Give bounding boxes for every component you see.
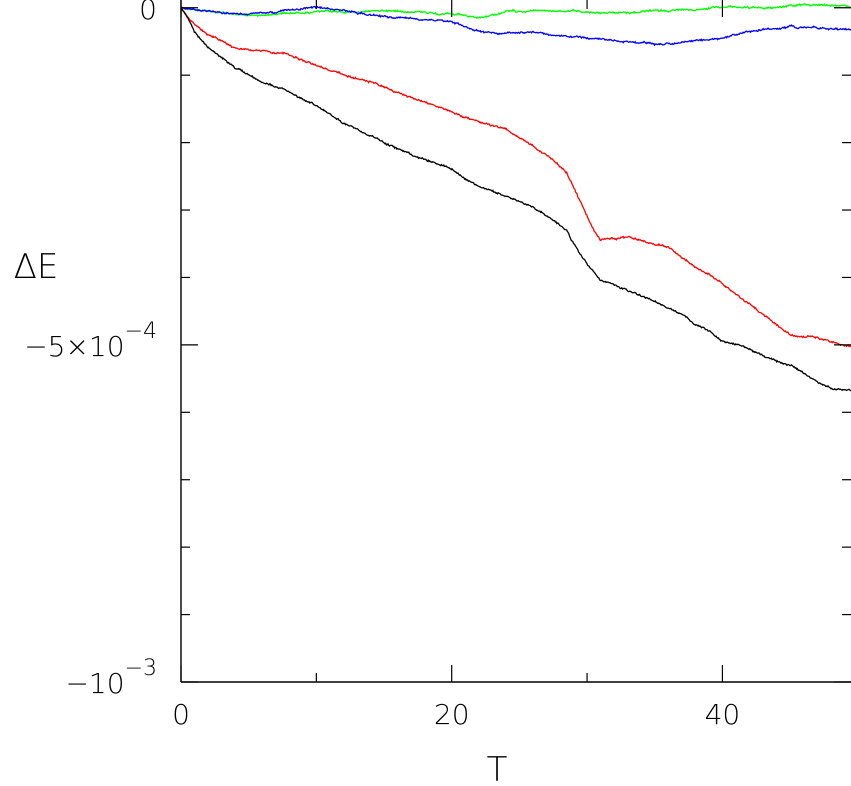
y-tick-mantissa: −5×10 [24,330,124,363]
series-line-3 [180,7,851,348]
x-tick-label: 40 [705,698,741,731]
y-tick-label: −10−3 [65,656,157,700]
series-layer [180,2,851,392]
y-tick-exponent: −3 [125,656,157,681]
series-line-2 [180,5,851,47]
series-line-1 [180,2,851,19]
x-tick-label: 0 [172,698,190,731]
tick-layer [180,0,851,683]
tick-label-layer: 0 20 40 0 −5×10−4 −10−3 [24,0,740,731]
series-line-4 [180,7,851,392]
x-axis-label: T [487,750,508,786]
x-tick-label: 20 [434,698,470,731]
y-tick-label: −5×10−4 [24,319,157,363]
y-tick-exponent: −4 [125,319,157,344]
y-tick-mantissa: −10 [65,667,124,700]
axes-frame [180,0,851,683]
y-axis-label: ΔE [14,247,59,287]
y-tick-label: 0 [139,0,157,26]
